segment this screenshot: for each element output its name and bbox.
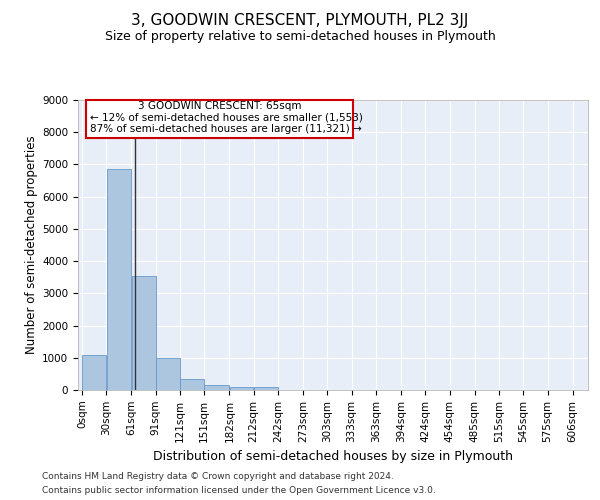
Bar <box>82 354 106 390</box>
Y-axis label: Number of semi-detached properties: Number of semi-detached properties <box>25 136 38 354</box>
Bar <box>180 380 204 390</box>
Bar <box>86 100 353 138</box>
Text: 87% of semi-detached houses are larger (11,321) →: 87% of semi-detached houses are larger (… <box>90 124 362 134</box>
Text: 3 GOODWIN CRESCENT: 65sqm: 3 GOODWIN CRESCENT: 65sqm <box>138 101 301 111</box>
Text: Contains HM Land Registry data © Crown copyright and database right 2024.: Contains HM Land Registry data © Crown c… <box>42 472 394 481</box>
Text: 3, GOODWIN CRESCENT, PLYMOUTH, PL2 3JJ: 3, GOODWIN CRESCENT, PLYMOUTH, PL2 3JJ <box>131 12 469 28</box>
Bar <box>230 387 253 390</box>
Text: ← 12% of semi-detached houses are smaller (1,553): ← 12% of semi-detached houses are smalle… <box>90 112 363 122</box>
X-axis label: Distribution of semi-detached houses by size in Plymouth: Distribution of semi-detached houses by … <box>153 450 513 463</box>
Bar <box>156 358 180 390</box>
Bar <box>205 386 229 390</box>
Text: Contains public sector information licensed under the Open Government Licence v3: Contains public sector information licen… <box>42 486 436 495</box>
Bar <box>107 170 131 390</box>
Bar <box>254 388 278 390</box>
Bar <box>131 276 155 390</box>
Text: Size of property relative to semi-detached houses in Plymouth: Size of property relative to semi-detach… <box>104 30 496 43</box>
